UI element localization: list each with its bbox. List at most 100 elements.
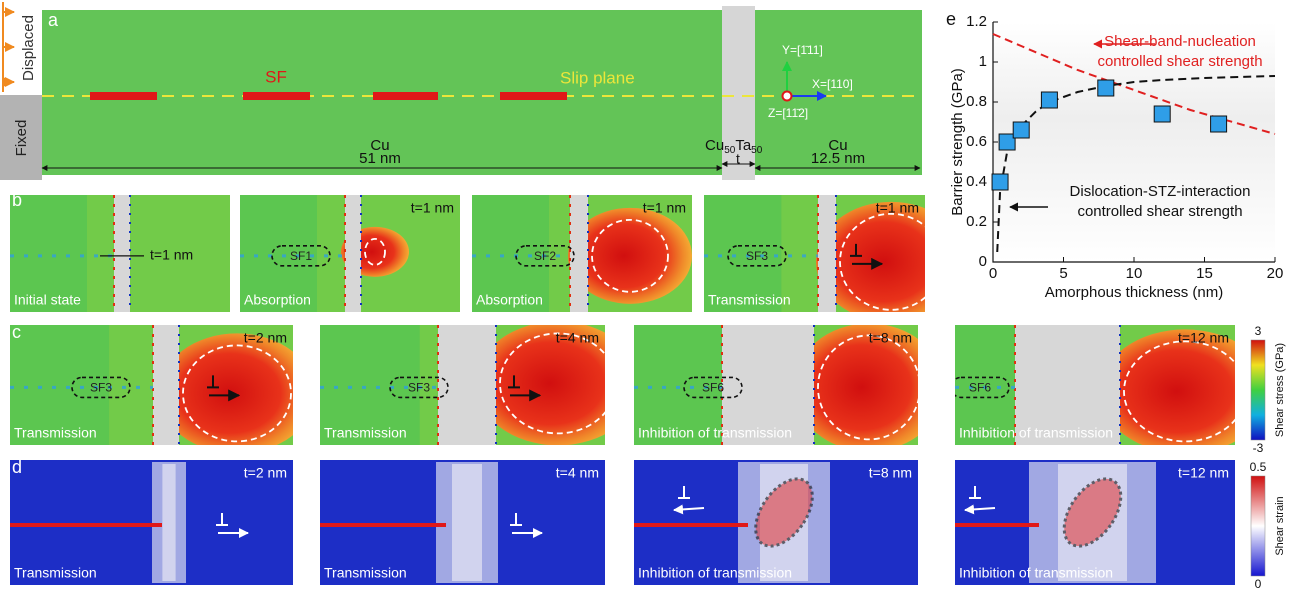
caption: Inhibition of transmission: [638, 565, 792, 581]
data-point: [1154, 106, 1170, 122]
stacking-fault: [500, 92, 567, 100]
time-label: t=8 nm: [869, 465, 912, 481]
time-label: t=12 nm: [1178, 465, 1229, 481]
time-label: t=1 nm: [150, 247, 193, 263]
frame: SF3 t=4 nm Transmission: [320, 321, 640, 447]
y-axis-label: Barrier strength (GPa): [949, 68, 966, 216]
glass-part: 50: [724, 145, 736, 156]
caption: Absorption: [244, 292, 311, 308]
data-point: [1041, 92, 1057, 108]
data-point: [992, 174, 1008, 190]
time-label: t=2 nm: [244, 330, 287, 346]
frame: t=4 nm Transmission: [320, 460, 605, 585]
x-tick-label: 0: [989, 265, 997, 282]
caption: Transmission: [324, 565, 407, 581]
data-point: [1211, 116, 1227, 132]
stacking-fault: [243, 92, 310, 100]
data-point: [1013, 122, 1029, 138]
amorphous-layer: [818, 193, 836, 314]
sf-label: SF: [265, 67, 287, 86]
stacking-fault: [373, 92, 438, 100]
fixed-label: Fixed: [13, 120, 30, 157]
size-label: 12.5 nm: [811, 150, 865, 167]
panel-a: Displaced Fixed a SF Slip plane Y=[1̄11]…: [0, 2, 922, 180]
caption: Inhibition of transmission: [638, 425, 792, 441]
size-label: 51 nm: [359, 150, 401, 167]
annotation: controlled shear strength: [1097, 53, 1262, 70]
colorbar-title: Shear strain: [1274, 496, 1286, 555]
caption: Transmission: [708, 292, 791, 308]
time-label: t=4 nm: [556, 330, 599, 346]
frame: SF2t=1 nmAbsorption: [472, 193, 692, 314]
y-tick-label: 0.6: [966, 133, 987, 150]
annotation: Dislocation-STZ-interaction: [1070, 183, 1251, 200]
panel-label: c: [12, 322, 21, 342]
caption: Inhibition of transmission: [959, 425, 1113, 441]
panel-e: 0 0.2 0.4 0.6 0.8 1 1.2 0 5 10 15 20 Amorphous thick…: [946, 9, 1283, 301]
annotation: controlled shear strength: [1077, 203, 1242, 220]
caption: Transmission: [14, 565, 97, 581]
sf-label: SF6: [702, 381, 724, 395]
data-point: [1098, 80, 1114, 96]
caption: Transmission: [14, 425, 97, 441]
stress-field: [816, 202, 966, 322]
time-label: t=2 nm: [244, 465, 287, 481]
x-tick-label: 15: [1196, 265, 1213, 282]
amorphous-layer: [438, 323, 496, 447]
amorphous-core: [452, 464, 482, 581]
x-tick-label: 20: [1267, 265, 1284, 282]
y-tick-label: 0.2: [966, 213, 987, 230]
y-tick-label: 0.8: [966, 93, 987, 110]
sf-label: SF3: [90, 381, 112, 395]
frame: SF6 t=8 nm Inhibition of transmission: [634, 323, 944, 451]
time-label: t=1 nm: [643, 200, 686, 216]
panel-label: a: [48, 10, 59, 30]
time-label: t=8 nm: [869, 330, 912, 346]
frame: t=1 nm Initial state: [10, 193, 230, 314]
y-tick-label: 1: [979, 53, 987, 70]
amorphous-layer: [114, 193, 130, 314]
axis-label: Y=[1̄11]: [782, 43, 823, 57]
page: body { margin: 0; background: #fff; font…: [0, 0, 1291, 601]
colorbar: [1251, 340, 1265, 440]
frame: SF3t=1 nmTransmission: [704, 193, 966, 322]
displaced-label: Displaced: [20, 15, 37, 81]
colorbar-max: 3: [1255, 324, 1262, 338]
amorphous-layer: [153, 323, 179, 447]
frame: t=8 nm Inhibition of transmission: [634, 460, 918, 585]
colorbar-min: -3: [1253, 441, 1264, 455]
panel-label: e: [946, 9, 956, 29]
amorphous-core: [162, 464, 175, 581]
sf-label: SF3: [746, 249, 768, 263]
stress-field: [1100, 329, 1270, 453]
glass-part: 50: [751, 145, 763, 156]
y-tick-label: 0.4: [966, 173, 987, 190]
x-axis-label: Amorphous thickness (nm): [1045, 284, 1223, 301]
y-tick-label: 0: [979, 253, 987, 270]
y-tick-label: 1.2: [966, 13, 987, 30]
panel-label: d: [12, 457, 22, 477]
colorbar: [1251, 476, 1265, 576]
x-tick-label: 5: [1059, 265, 1067, 282]
time-label: t=1 nm: [411, 200, 454, 216]
figure: Displaced Fixed a SF Slip plane Y=[1̄11]…: [0, 0, 1291, 596]
axis-label: X=[110]: [812, 77, 853, 91]
x-tick-label: 10: [1126, 265, 1143, 282]
time-label: t=12 nm: [1178, 330, 1229, 346]
frame: t=2 nm Transmission: [10, 460, 293, 585]
caption: Transmission: [324, 425, 407, 441]
time-label: t=4 nm: [556, 465, 599, 481]
sf-label: SF3: [408, 381, 430, 395]
axis-z: [783, 92, 792, 101]
data-point: [999, 134, 1015, 150]
sf-label: SF2: [534, 249, 556, 263]
size-label: t: [736, 151, 740, 167]
page-body: { "panel_a": {"label": "a", "displaced":…: [0, 0, 1291, 601]
caption: Initial state: [14, 292, 81, 308]
amorphous-layer: [345, 193, 361, 314]
stacking-fault: [90, 92, 157, 100]
caption: Inhibition of transmission: [959, 565, 1113, 581]
amorphous-layer: [570, 193, 588, 314]
frame: SF3 t=2 nm Transmission: [10, 323, 315, 453]
